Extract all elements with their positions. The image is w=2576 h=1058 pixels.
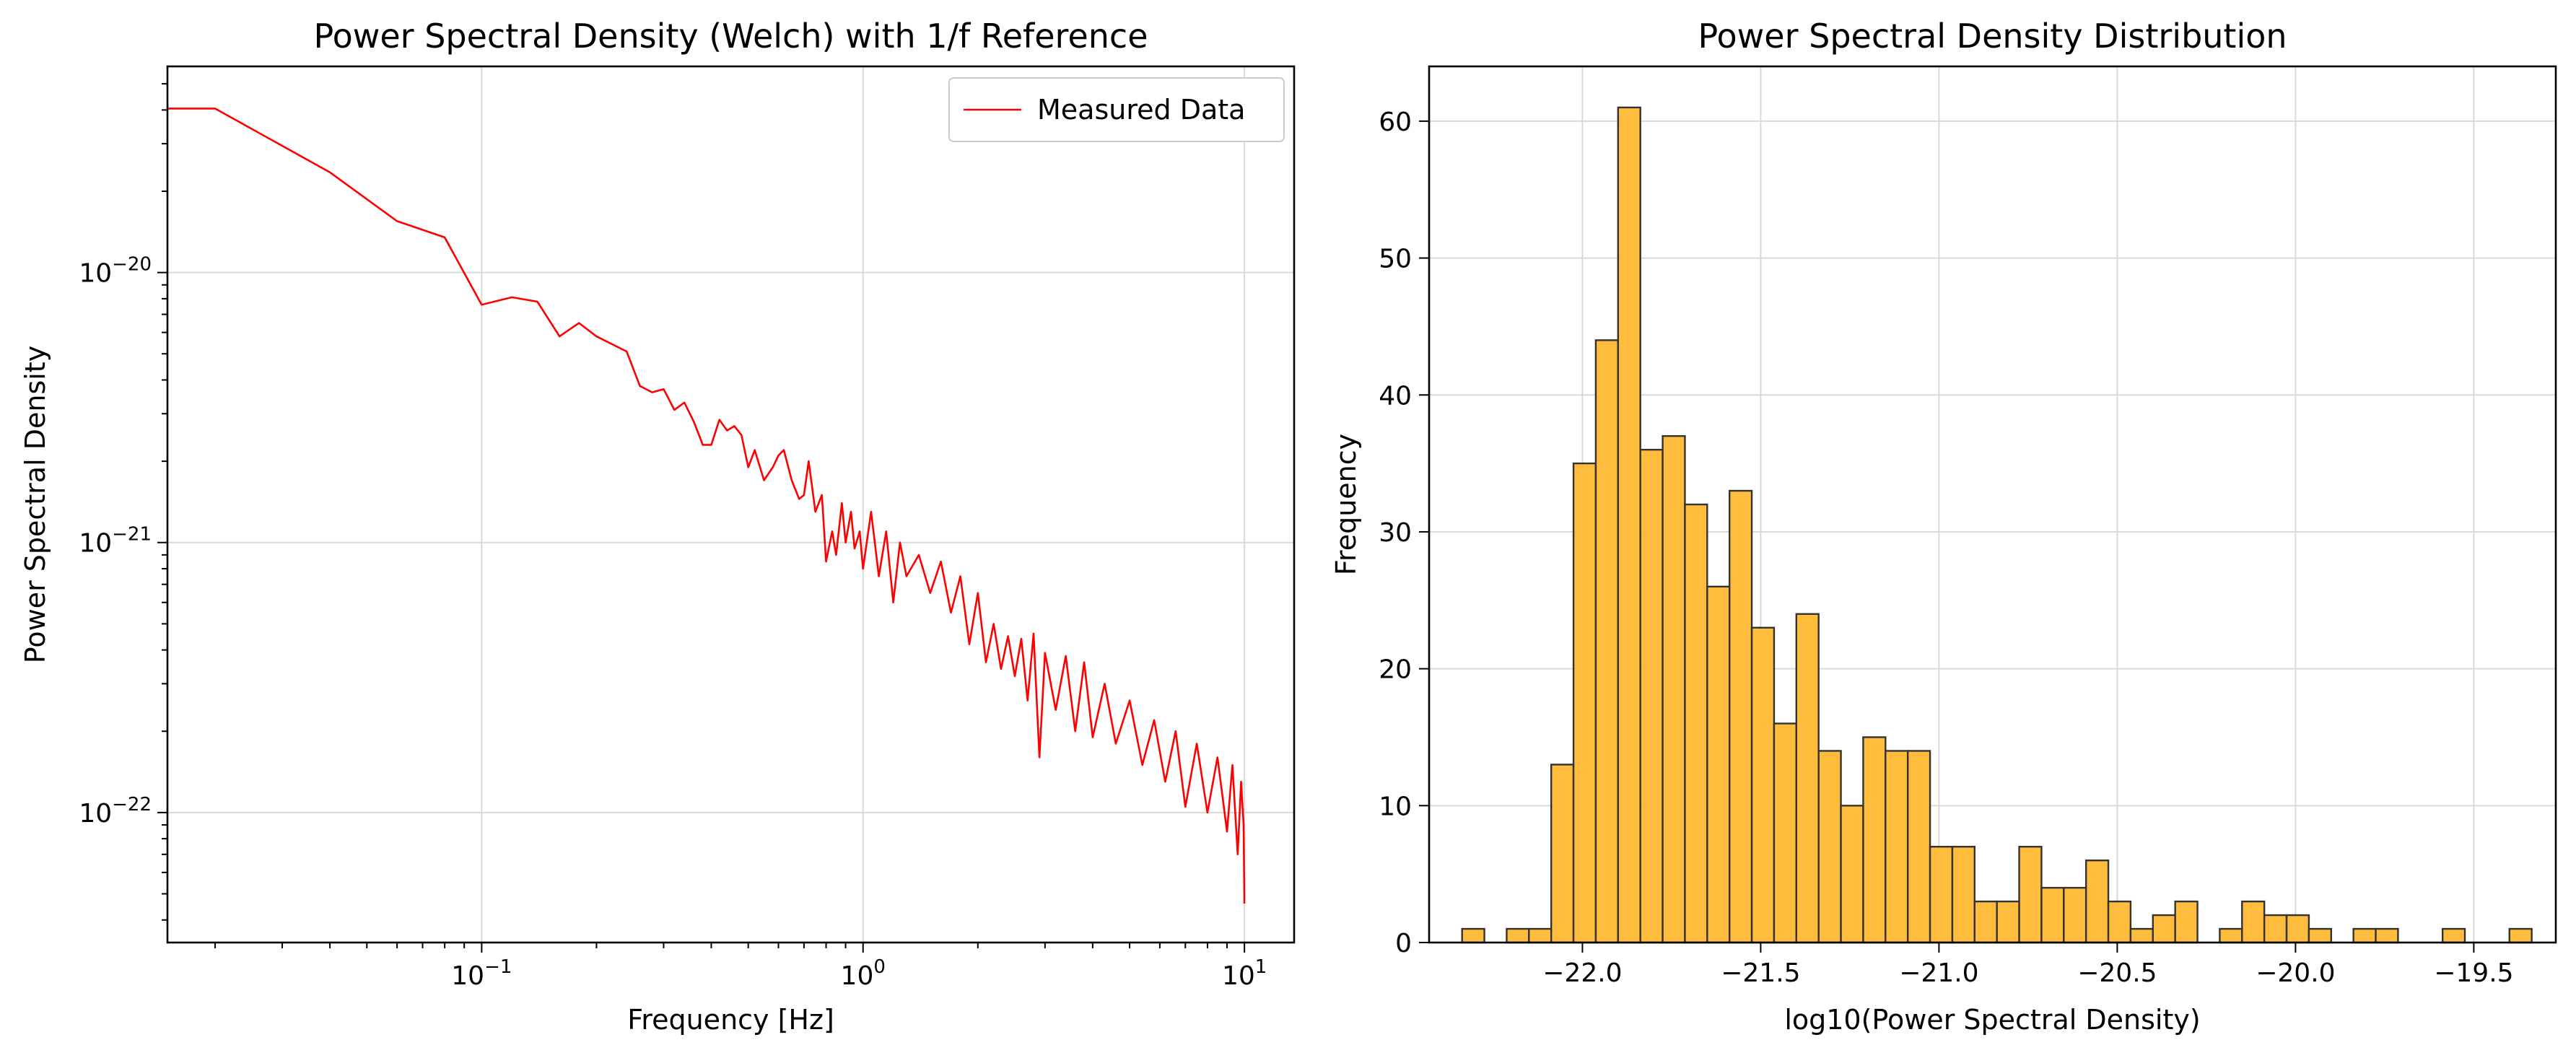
histogram-bar [2241,900,2266,944]
series-line-measured-data [167,108,1246,904]
x-tick-label-base: 10 [451,961,484,991]
legend-box [948,77,1285,142]
histogram-bar [1594,339,1620,944]
histogram-bar [2508,927,2533,944]
x-tick-label: −19.5 [2434,958,2513,988]
y-tick-label-exponent: −20 [112,254,152,276]
x-tick-label: −21.5 [1721,958,1800,988]
y-tick-label-base: 10 [79,799,112,829]
histogram-bar [2263,914,2288,944]
histogram-bar [2040,886,2065,944]
histogram-bar [1706,585,1731,944]
y-tick-label: 10 [1379,792,1412,821]
histogram-bar [1461,927,1485,944]
histogram-bar [2174,900,2199,944]
histogram-bar [1750,626,1776,944]
histogram-bar [1528,927,1553,944]
histogram-bar [2375,927,2399,944]
histogram-bar [1817,750,1842,944]
chart-title: Power Spectral Density Distribution [1698,17,2287,56]
x-tick-label-exponent: 1 [1255,956,1267,978]
histogram-bar [2084,859,2110,944]
legend-label: Measured Data [1037,94,1245,126]
histogram-bar [2129,927,2154,944]
histogram-bar [1840,805,1864,944]
x-tick-label-exponent: −1 [484,956,512,978]
x-tick-label: 100 [841,956,886,991]
histogram-bar [1728,489,1753,944]
y-tick-label: 0 [1395,929,1412,958]
histogram-bar [1862,736,1887,944]
histogram-bar [1795,613,1820,944]
x-tick-label: −20.0 [2256,958,2335,988]
x-tick-label: 10−1 [451,956,512,991]
y-tick-label: 10−21 [79,524,152,559]
histogram-bar [1572,462,1597,944]
x-tick-label-exponent: 0 [873,956,886,978]
y-tick-label-base: 10 [79,529,112,559]
y-tick-label: 60 [1379,108,1412,137]
y-tick-label: 40 [1379,381,1412,411]
histogram-bar [1885,750,1909,944]
y-tick-label: 30 [1379,518,1412,548]
histogram-bar [1996,900,2020,944]
x-tick-label-base: 10 [1222,961,1255,991]
psd-histogram-panel: −22.0 −21.5 −21.0 −20.5 −20.0 −19.5 0 10 20 30 40 5… [1330,17,2557,1036]
y-tick-label-exponent: −21 [112,524,152,546]
histogram-bar [2018,846,2043,944]
chart-title: Power Spectral Density (Welch) with 1/f … [314,17,1148,56]
histogram-bar [1973,900,1998,944]
y-tick-label: 50 [1379,245,1412,274]
y-tick-label: 20 [1379,655,1412,685]
psd-line-panel: Measured Data Power Spectral Density (Wel… [19,17,1296,1036]
y-axis-label: Frequency [1330,434,1362,575]
x-tick-label-base: 10 [841,961,874,991]
histogram-bar [2219,927,2243,944]
histogram-bar [2308,927,2332,944]
histogram-bar [1639,448,1664,944]
y-tick-label-exponent: −22 [112,794,152,816]
histogram-bar [1550,764,1575,944]
histogram-bar [1617,106,1641,944]
x-tick-label: −21.0 [1899,958,1978,988]
x-tick-label: −20.5 [2077,958,2157,988]
y-tick-label-base: 10 [79,259,112,289]
histogram-bar [2152,914,2176,944]
histogram-bar [1662,434,1686,944]
histogram-bar [2063,886,2087,944]
y-tick-label: 10−22 [79,794,152,829]
x-axis-label: log10(Power Spectral Density) [1784,1004,2200,1036]
histogram-bar [2352,927,2377,944]
histogram-bar [1506,927,1530,944]
histogram-bar [2107,900,2132,944]
histogram-bar [1951,846,1976,944]
plot-frame [166,65,1296,944]
histogram-bar [2285,914,2310,944]
histogram-bar [1773,722,1798,944]
y-tick-label: 10−20 [79,254,152,289]
histogram-bar [1684,503,1708,944]
x-tick-label: 101 [1222,956,1267,991]
histogram-bar [2441,927,2466,944]
histogram-bar [1929,846,1954,944]
histogram-bar [1906,750,1931,944]
x-tick-label: −22.0 [1542,958,1622,988]
x-axis-label: Frequency [Hz] [627,1004,834,1036]
plot-frame [1428,65,2557,944]
y-axis-label: Power Spectral Density [19,346,51,663]
